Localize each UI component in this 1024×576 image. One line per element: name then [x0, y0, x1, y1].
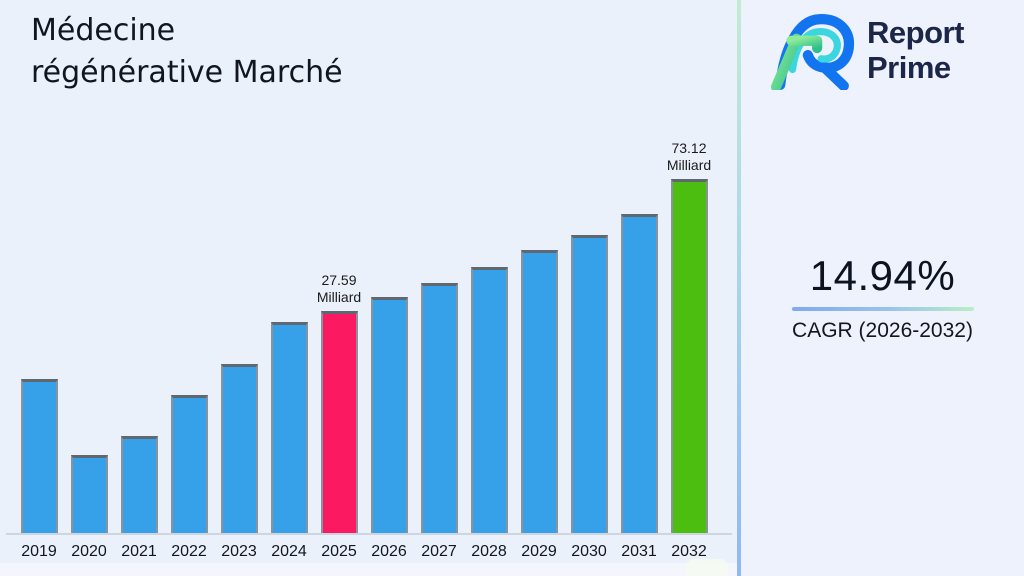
x-tick-2028: 2028 [471, 543, 507, 560]
vertical-divider [737, 0, 741, 576]
x-tick-2032: 2032 [671, 543, 707, 560]
brand-name-line2: Prime [867, 50, 951, 85]
bar-2022 [170, 395, 208, 533]
bar-slot-2019 [14, 379, 64, 533]
bars-row: 27.59 Milliard 73.12 Milliard [14, 140, 714, 533]
bar-2024 [270, 322, 308, 533]
brand-name-line1: Report [867, 15, 964, 50]
bar-slot-2020 [64, 455, 114, 533]
bar-2020 [70, 455, 108, 533]
x-axis-line [6, 533, 732, 535]
x-tick-2024: 2024 [271, 543, 307, 560]
bar-slot-2025: 27.59 Milliard [314, 272, 364, 533]
x-tick-2019: 2019 [21, 543, 57, 560]
bar-slot-2021 [114, 436, 164, 533]
bar-slot-2027 [414, 283, 464, 533]
bar-2031 [620, 214, 658, 533]
bar-slot-2023 [214, 364, 264, 533]
bar-2021 [120, 436, 158, 533]
bar-2026 [370, 297, 408, 533]
page-title: Médecine régénérative Marché [31, 13, 343, 90]
x-tick-2022: 2022 [171, 543, 207, 560]
bar-slot-2026 [364, 297, 414, 533]
bar-slot-2032: 73.12 Milliard [664, 140, 714, 533]
bar-slot-2029 [514, 250, 564, 533]
stat-underline [791, 307, 974, 311]
bar-2025 [320, 311, 358, 533]
bar-value-label-2025: 27.59 Milliard [316, 272, 362, 305]
bar-2019 [20, 379, 58, 533]
x-tick-2027: 2027 [421, 543, 457, 560]
cagr-stat: 14.94% CAGR (2026-2032) [741, 252, 1024, 343]
report-prime-rp-monogram-icon [770, 14, 855, 90]
bar-slot-2024 [264, 322, 314, 533]
cagr-value: 14.94% [809, 252, 956, 299]
bar-2027 [420, 283, 458, 533]
bar-2028 [470, 267, 508, 533]
x-tick-2030: 2030 [571, 543, 607, 560]
bar-slot-2031 [614, 214, 664, 533]
brand-name: Report Prime [867, 15, 964, 85]
right-panel: Report Prime 14.94% CAGR (2026-2032) [741, 0, 1024, 576]
bar-slot-2030 [564, 235, 614, 533]
year-labels: 2019 2020 2021 2022 2023 2024 2025 2026 2027 2028… [14, 543, 714, 561]
brand-logo: Report Prime [765, 10, 964, 90]
bar-2030 [570, 235, 608, 533]
cagr-caption: CAGR (2026-2032) [792, 319, 973, 342]
x-tick-2026: 2026 [371, 543, 407, 560]
x-tick-2029: 2029 [521, 543, 557, 560]
bar-2032 [670, 179, 708, 533]
bar-2023 [220, 364, 258, 533]
x-tick-2025: 2025 [321, 543, 357, 560]
bar-slot-2022 [164, 395, 214, 533]
x-tick-2020: 2020 [71, 543, 107, 560]
bar-value-label-2032: 73.12 Milliard [666, 140, 712, 173]
watermark-blob [686, 559, 728, 576]
chart-section: Médecine régénérative Marché 27.59 Milli… [0, 13, 737, 576]
footer-strip [0, 563, 737, 576]
x-tick-2031: 2031 [621, 543, 657, 560]
bar-2029 [520, 250, 558, 533]
x-tick-2021: 2021 [121, 543, 157, 560]
bar-slot-2028 [464, 267, 514, 533]
x-tick-2023: 2023 [221, 543, 257, 560]
